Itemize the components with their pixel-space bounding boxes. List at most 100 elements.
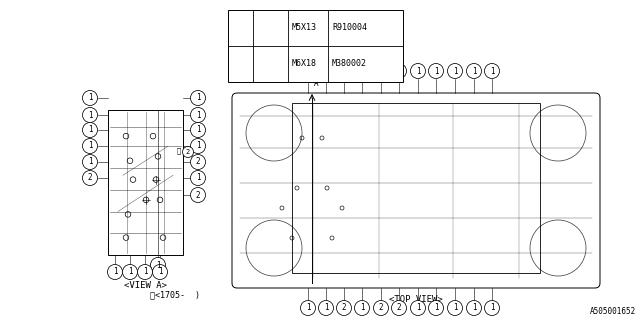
Circle shape (392, 63, 406, 78)
Text: 1: 1 (306, 303, 310, 313)
Text: 1: 1 (196, 141, 200, 150)
Circle shape (83, 139, 97, 154)
Circle shape (410, 300, 426, 316)
Text: <VIEW A>: <VIEW A> (124, 281, 167, 290)
Text: 1: 1 (143, 268, 147, 276)
Text: 1: 1 (452, 303, 458, 313)
Text: A505001652: A505001652 (589, 307, 636, 316)
Circle shape (447, 63, 463, 78)
Circle shape (467, 63, 481, 78)
Circle shape (191, 171, 205, 186)
Text: R910004: R910004 (332, 23, 367, 33)
Text: 2: 2 (397, 67, 401, 76)
Text: 2: 2 (342, 67, 346, 76)
Bar (228, 10, 403, 82)
Text: 1: 1 (88, 157, 92, 166)
Text: 1: 1 (324, 67, 328, 76)
Text: 2: 2 (196, 190, 200, 199)
Circle shape (182, 147, 193, 157)
Text: M6X18: M6X18 (292, 60, 317, 68)
Text: 1: 1 (196, 173, 200, 182)
Circle shape (233, 21, 247, 35)
Circle shape (191, 91, 205, 106)
Text: 2: 2 (237, 60, 243, 68)
Circle shape (337, 300, 351, 316)
Circle shape (301, 300, 316, 316)
Circle shape (484, 300, 499, 316)
Bar (292, 103, 540, 273)
Text: 1: 1 (88, 141, 92, 150)
Text: 1: 1 (416, 303, 420, 313)
Circle shape (355, 63, 369, 78)
Text: 2: 2 (342, 303, 346, 313)
Circle shape (83, 108, 97, 123)
Circle shape (108, 265, 122, 279)
Circle shape (355, 300, 369, 316)
Text: 1: 1 (157, 268, 163, 276)
Circle shape (484, 63, 499, 78)
Circle shape (319, 300, 333, 316)
Text: ※: ※ (177, 147, 181, 154)
Circle shape (83, 91, 97, 106)
Circle shape (429, 300, 444, 316)
Text: M5X13: M5X13 (292, 23, 317, 33)
Circle shape (150, 258, 166, 273)
Circle shape (191, 188, 205, 203)
Circle shape (374, 63, 388, 78)
Text: 1: 1 (452, 67, 458, 76)
Text: 1: 1 (113, 268, 117, 276)
Circle shape (337, 63, 351, 78)
Circle shape (374, 300, 388, 316)
Text: 1: 1 (88, 93, 92, 102)
Text: 1: 1 (324, 303, 328, 313)
Circle shape (447, 300, 463, 316)
Circle shape (83, 155, 97, 170)
Text: 1: 1 (306, 67, 310, 76)
Circle shape (83, 123, 97, 138)
Text: 1: 1 (88, 125, 92, 134)
Circle shape (319, 63, 333, 78)
Text: 1: 1 (472, 303, 476, 313)
Text: 1: 1 (196, 93, 200, 102)
Text: 1: 1 (196, 110, 200, 119)
Circle shape (138, 265, 152, 279)
Text: 1: 1 (434, 303, 438, 313)
Text: 1: 1 (237, 23, 243, 33)
Text: 1: 1 (128, 268, 132, 276)
Circle shape (301, 63, 316, 78)
Text: 2: 2 (196, 157, 200, 166)
Bar (108, 110, 183, 255)
Text: 1: 1 (490, 67, 494, 76)
Text: 1: 1 (156, 260, 160, 269)
Text: 1: 1 (196, 125, 200, 134)
Circle shape (233, 57, 247, 71)
Circle shape (392, 300, 406, 316)
Text: 1: 1 (472, 67, 476, 76)
Text: <TOP VIEW>: <TOP VIEW> (389, 295, 443, 305)
Circle shape (429, 63, 444, 78)
Circle shape (467, 300, 481, 316)
Circle shape (191, 123, 205, 138)
FancyBboxPatch shape (232, 93, 600, 288)
Text: A: A (314, 79, 319, 88)
Circle shape (191, 108, 205, 123)
Text: 2: 2 (88, 173, 92, 182)
Circle shape (410, 63, 426, 78)
Text: 2: 2 (379, 303, 383, 313)
Text: 2: 2 (186, 149, 190, 155)
Text: 1: 1 (88, 110, 92, 119)
Circle shape (191, 155, 205, 170)
Text: 2: 2 (397, 303, 401, 313)
Circle shape (152, 265, 168, 279)
Circle shape (83, 171, 97, 186)
Circle shape (122, 265, 138, 279)
Text: ※<1705-  ): ※<1705- ) (150, 291, 200, 300)
Text: 1: 1 (416, 67, 420, 76)
Circle shape (191, 139, 205, 154)
Text: 1: 1 (490, 303, 494, 313)
Text: 1: 1 (434, 67, 438, 76)
Text: M380002: M380002 (332, 60, 367, 68)
Text: 1: 1 (360, 303, 364, 313)
Text: 2: 2 (360, 67, 364, 76)
Text: 2: 2 (379, 67, 383, 76)
